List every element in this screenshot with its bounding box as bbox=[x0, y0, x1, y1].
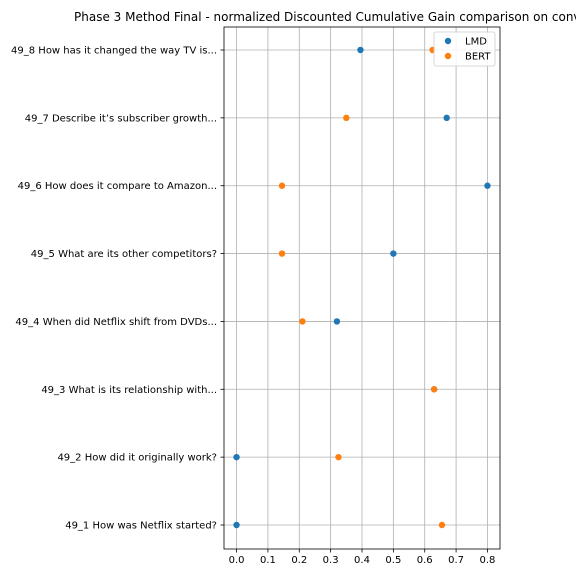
point-lmd bbox=[333, 318, 341, 325]
chart-title: Phase 3 Method Final - normalized Discou… bbox=[74, 10, 576, 24]
x-tick-label: 0.2 bbox=[291, 555, 307, 566]
point-lmd bbox=[233, 453, 240, 461]
legend-label-bert: BERT bbox=[465, 52, 491, 63]
legend: LMD BERT bbox=[433, 31, 496, 67]
legend-marker-bert bbox=[444, 52, 452, 60]
grid bbox=[224, 27, 500, 549]
legend-label-lmd: LMD bbox=[465, 37, 487, 48]
point-lmd bbox=[484, 182, 491, 189]
y-tick-label: 49_2 How did it originally work? bbox=[57, 453, 217, 464]
y-axis: 49_1 How was Netflix started? 49_2 How di… bbox=[11, 46, 224, 532]
point-lmd bbox=[233, 521, 240, 529]
point-lmd bbox=[443, 114, 450, 122]
y-tick-label: 49_7 Describe it’s subscriber growth... bbox=[25, 113, 217, 124]
x-tick-label: 0.3 bbox=[323, 555, 339, 566]
point-lmd bbox=[357, 46, 364, 54]
x-tick-label: 0.0 bbox=[229, 555, 245, 566]
point-bert bbox=[278, 182, 286, 189]
point-bert bbox=[299, 318, 306, 325]
x-tick-label: 0.7 bbox=[448, 555, 464, 566]
x-axis: 0.0 0.1 0.2 0.3 0.4 0.5 0.6 0.7 0.8 bbox=[229, 549, 496, 566]
y-tick-label: 49_5 What are its other competitors? bbox=[31, 249, 217, 260]
point-bert bbox=[335, 453, 342, 461]
point-bert bbox=[438, 521, 446, 529]
y-tick-label: 49_3 What is its relationship with... bbox=[41, 385, 217, 396]
x-tick-label: 0.8 bbox=[480, 555, 496, 566]
point-bert bbox=[278, 250, 286, 257]
x-tick-label: 0.4 bbox=[354, 555, 370, 566]
y-tick-label: 49_1 How was Netflix started? bbox=[65, 521, 217, 532]
y-tick-label: 49_6 How does it compare to Amazon... bbox=[18, 181, 217, 192]
point-bert bbox=[343, 114, 350, 122]
x-tick-label: 0.6 bbox=[417, 555, 433, 566]
y-tick-label: 49_4 When did Netflix shift from DVDs... bbox=[15, 317, 217, 328]
legend-marker-lmd bbox=[444, 37, 452, 45]
x-tick-label: 0.1 bbox=[260, 555, 276, 566]
y-tick-label: 49_8 How has it changed the way TV is... bbox=[11, 46, 217, 57]
point-bert bbox=[430, 386, 438, 393]
point-lmd bbox=[390, 250, 397, 257]
x-tick-label: 0.5 bbox=[385, 555, 401, 566]
